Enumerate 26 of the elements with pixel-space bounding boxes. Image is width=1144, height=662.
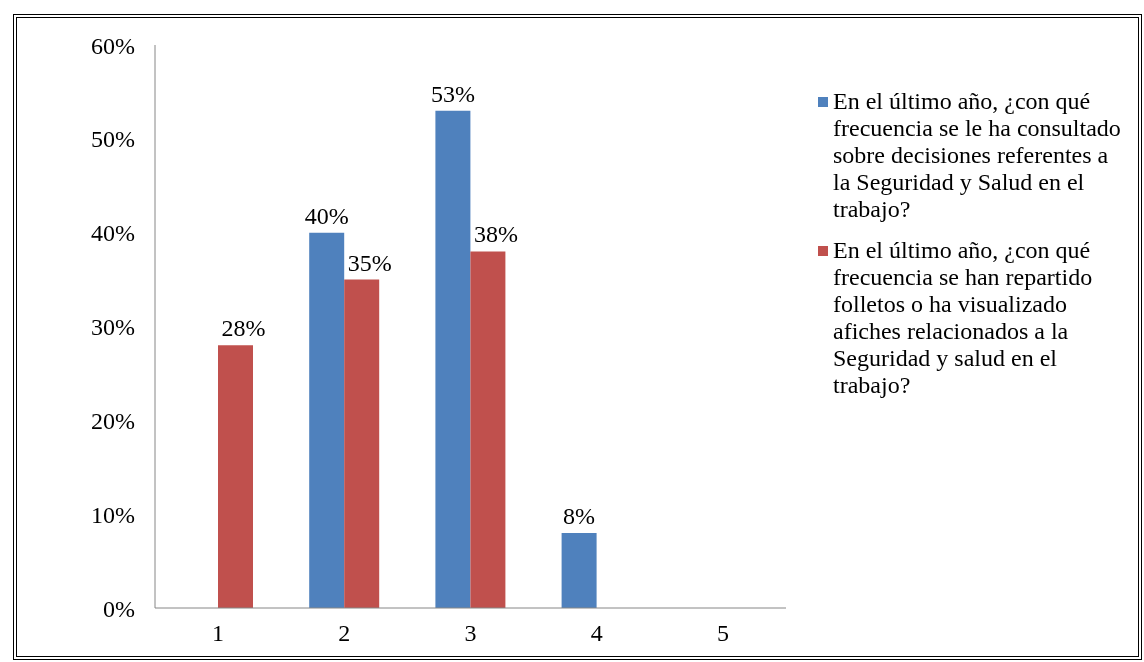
x-tick-label: 4 bbox=[590, 620, 603, 647]
y-tick-label: 50% bbox=[91, 126, 135, 153]
data-label: 53% bbox=[430, 80, 475, 107]
y-tick-label: 10% bbox=[91, 501, 135, 528]
bar bbox=[309, 232, 345, 608]
bar bbox=[344, 279, 380, 608]
y-tick-label: 40% bbox=[91, 220, 135, 247]
y-tick-label: 20% bbox=[91, 407, 135, 434]
data-label: 35% bbox=[347, 249, 392, 276]
y-tick-label: 30% bbox=[91, 314, 135, 341]
data-label: 8% bbox=[563, 502, 596, 529]
x-tick-label: 1 bbox=[212, 620, 225, 647]
bar bbox=[218, 345, 253, 608]
y-tick-label: 60% bbox=[91, 32, 135, 59]
data-label: 40% bbox=[304, 202, 349, 229]
x-tick-label: 5 bbox=[716, 620, 729, 647]
legend-label: En el último año, ¿con qué frecuencia se han repartido folletos o ha visualizado afiches relacionados a la Seguridad y salud en el trabajo? bbox=[833, 237, 1094, 399]
bar bbox=[470, 251, 506, 608]
x-tick-label: 3 bbox=[464, 620, 477, 647]
bar bbox=[561, 532, 597, 608]
x-tick-label: 2 bbox=[338, 620, 351, 647]
bar bbox=[435, 110, 471, 608]
y-tick-label: 0% bbox=[103, 595, 135, 622]
data-label: 28% bbox=[221, 315, 266, 342]
legend-label: En el último año, ¿con qué frecuencia se le ha consultado sobre decisiones referentes a la Seguridad y Salud en el trabajo? bbox=[833, 88, 1122, 223]
data-label: 38% bbox=[473, 221, 518, 248]
